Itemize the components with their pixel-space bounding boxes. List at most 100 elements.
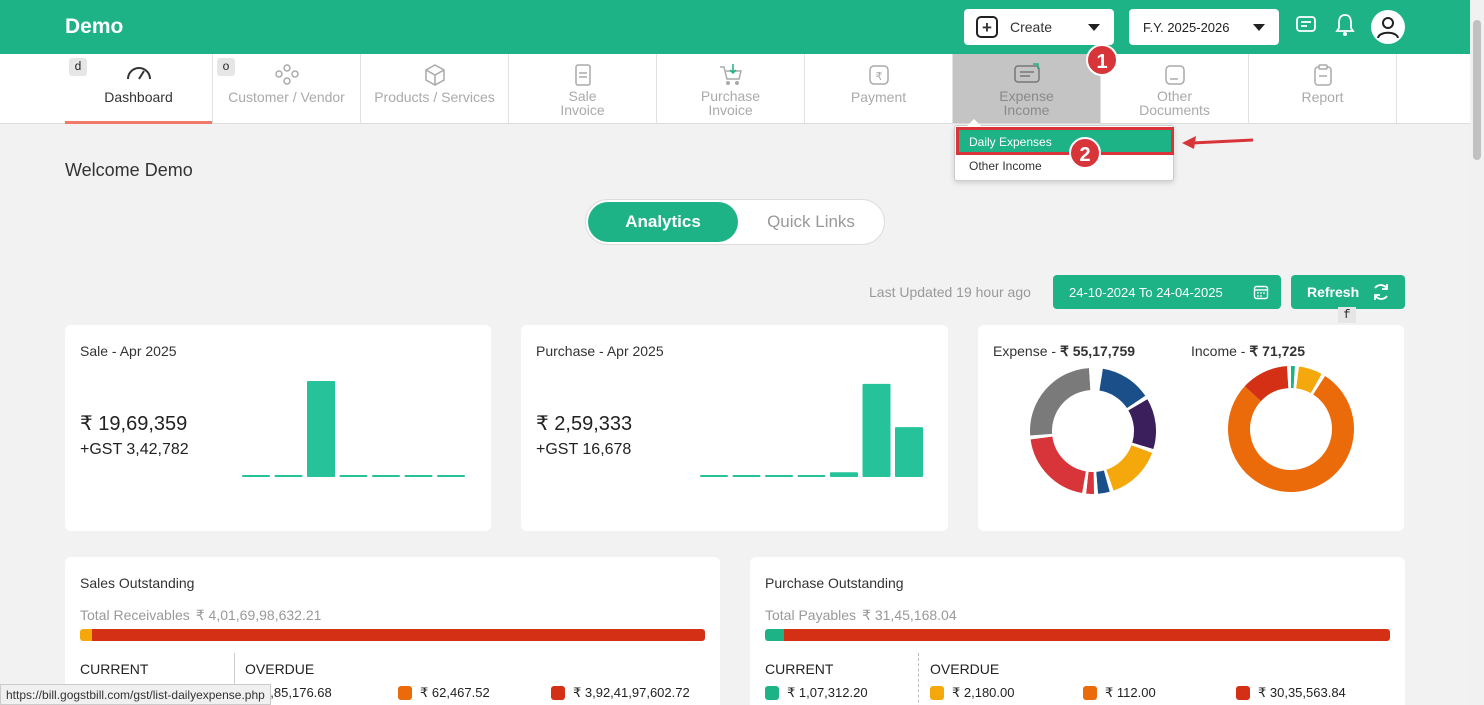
card-title: Sales Outstanding (80, 575, 195, 591)
donut-slice[interactable] (1131, 442, 1154, 453)
nav-label: Dashboard (104, 89, 173, 105)
chart-bar[interactable] (307, 381, 335, 477)
document-icon (1163, 63, 1187, 90)
sale-amount: ₹ 19,69,359 (80, 413, 188, 435)
chart-bar[interactable] (372, 475, 400, 477)
create-button[interactable]: + Create (964, 9, 1114, 45)
nav-payment[interactable]: ₹ Payment (805, 54, 953, 123)
donut-slice[interactable] (1095, 470, 1110, 494)
brand-logo[interactable]: Demo (65, 15, 124, 38)
receivables-bar (80, 629, 705, 641)
nav-label: Other Documents (1139, 88, 1210, 118)
legend-item: ₹ 62,467.52 (398, 685, 490, 701)
donut-slice[interactable] (1103, 469, 1114, 492)
overdue-label: OVERDUE (930, 661, 1000, 677)
chart-bar[interactable] (437, 475, 465, 477)
browser-status-url: https://bill.gogstbill.com/gst/list-dail… (0, 684, 271, 705)
nav-customer-vendor[interactable]: o Customer / Vendor (213, 54, 361, 123)
fiscal-year-select[interactable]: F.Y. 2025-2026 (1129, 9, 1279, 45)
date-range-picker[interactable]: 24-10-2024 To 24-04-2025 (1053, 275, 1281, 309)
nav-products-services[interactable]: Products / Services (361, 54, 509, 123)
nav-label: Sale Invoice (560, 88, 605, 118)
chart-bar[interactable] (895, 427, 923, 477)
chart-bar[interactable] (830, 472, 858, 477)
nav-label: Report (1301, 89, 1344, 105)
user-avatar[interactable] (1371, 10, 1405, 44)
income-title: Income - ₹ 71,725 (1191, 343, 1305, 359)
page-scrollbar[interactable] (1470, 0, 1484, 705)
menu-item-daily-expenses[interactable]: Daily Expenses (956, 127, 1174, 155)
shortcut-key: o (217, 58, 235, 76)
keyboard-icon[interactable] (1295, 13, 1317, 40)
donut-slice[interactable] (1295, 366, 1322, 394)
expense-donut-chart (1030, 368, 1156, 494)
donut-slice[interactable] (1098, 368, 1146, 409)
current-label: CURRENT (80, 661, 149, 677)
income-donut-chart (1228, 366, 1354, 492)
donut-slice[interactable] (1030, 368, 1091, 436)
purchase-bar-chart (700, 383, 923, 477)
donut-slice[interactable] (1244, 366, 1289, 402)
step-badge-2: 2 (1069, 137, 1101, 169)
chart-bar[interactable] (732, 475, 761, 477)
donut-slice[interactable] (1310, 373, 1326, 395)
box-icon (423, 63, 447, 90)
nav-other-documents[interactable]: Other Documents (1101, 54, 1249, 123)
payment-icon: ₹ (867, 63, 891, 90)
nav-label: Expense Income (999, 88, 1054, 118)
chart-bar[interactable] (765, 475, 793, 477)
nav-label: Payment (850, 89, 907, 105)
nav-label: Customer / Vendor (228, 89, 345, 105)
chart-bar[interactable] (339, 475, 368, 477)
view-toggle: Analytics Quick Links (585, 199, 885, 245)
refresh-button[interactable]: Refresh (1291, 275, 1405, 309)
nav-dashboard[interactable]: d Dashboard (65, 54, 213, 124)
sale-gst: +GST 3,42,782 (80, 441, 189, 458)
card-title: Purchase Outstanding (765, 575, 904, 591)
chart-bar[interactable] (404, 475, 433, 477)
nav-purchase-invoice[interactable]: Purchase Invoice (657, 54, 805, 123)
chart-bar[interactable] (797, 475, 826, 477)
welcome-heading: Welcome Demo (65, 160, 193, 180)
annotation-arrow-icon (1182, 136, 1254, 149)
chart-bar[interactable] (274, 475, 303, 477)
chart-bar[interactable] (242, 475, 270, 477)
donut-slice[interactable] (1128, 399, 1156, 450)
donut-slice[interactable] (1228, 376, 1354, 492)
donut-slice[interactable] (1030, 435, 1087, 494)
total-payables: Total Payables ₹ 31,45,168.04 (765, 607, 957, 623)
expense-income-card: Expense - ₹ 55,17,759 Income - ₹ 71,725 (978, 325, 1404, 531)
nav-expense-income[interactable]: Expense Income (953, 54, 1101, 123)
chart-bar[interactable] (862, 383, 891, 477)
chevron-down-icon (1253, 24, 1265, 31)
fiscal-year-label: F.Y. 2025-2026 (1143, 20, 1230, 35)
scrollbar-thumb[interactable] (1473, 20, 1481, 160)
refresh-icon (1371, 282, 1391, 305)
current-label: CURRENT (765, 661, 834, 677)
step-badge-1: 1 (1086, 44, 1118, 76)
refresh-label: Refresh (1307, 284, 1360, 300)
legend-item: ₹ 30,35,563.84 (1236, 685, 1346, 701)
cart-icon (718, 63, 744, 90)
tab-quick-links[interactable]: Quick Links (767, 212, 855, 231)
purchase-card: Purchase - Apr 2025 ₹ 2,59,333 +GST 16,6… (521, 325, 948, 531)
donut-slice[interactable] (1105, 444, 1153, 491)
overdue-label: OVERDUE (245, 661, 315, 677)
expense-title: Expense - ₹ 55,17,759 (993, 343, 1136, 359)
donut-slice[interactable] (1126, 395, 1148, 411)
payables-bar (765, 629, 1390, 641)
shortcut-key: f (1338, 307, 1356, 323)
chart-bar[interactable] (700, 475, 728, 477)
purchase-amount: ₹ 2,59,333 (536, 413, 633, 435)
nav-label: Purchase Invoice (700, 88, 761, 118)
plus-icon: + (976, 16, 998, 38)
legend-item: ₹ 112.00 (1083, 685, 1156, 701)
svg-text:₹: ₹ (875, 70, 882, 83)
nav-report[interactable]: Report (1249, 54, 1397, 123)
total-receivables: Total Receivables ₹ 4,01,69,98,632.21 (80, 607, 322, 623)
nav-sale-invoice[interactable]: Sale Invoice (509, 54, 657, 123)
bell-icon[interactable] (1335, 13, 1355, 42)
expense-icon (1013, 63, 1041, 88)
tab-analytics[interactable]: Analytics (588, 202, 738, 242)
menu-item-other-income[interactable]: Other Income (969, 159, 1042, 173)
